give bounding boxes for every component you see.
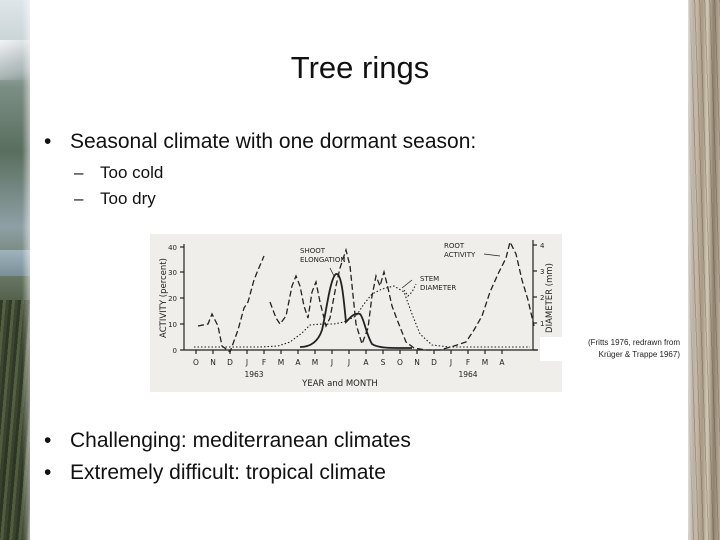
left-tick-label: 30	[168, 269, 177, 277]
sub-bullet-dash: –	[74, 189, 84, 208]
photo-fade	[22, 0, 30, 540]
slide-title: Tree rings	[290, 50, 430, 85]
shoot-annotation-line1: SHOOT	[300, 247, 326, 255]
bullet-dot: •	[44, 429, 52, 452]
stem-diameter-curve	[194, 283, 530, 348]
month-label: O	[193, 358, 199, 367]
month-label: A	[295, 358, 301, 367]
left-tick-label: 10	[168, 321, 177, 329]
bullet-item: • Seasonal climate with one dormant seaso…	[44, 130, 476, 154]
annotation-leaders	[329, 253, 501, 289]
bullet-text: Extremely difficult: tropical climate	[70, 461, 386, 484]
month-label: M	[278, 358, 284, 367]
tree-ring-activity-figure: ACTIVITY (percent) DIAMETER (mm) 40 30 2…	[150, 234, 562, 392]
figure-drawing: ACTIVITY (percent) DIAMETER (mm) 40 30 2…	[159, 240, 555, 389]
month-label: A	[499, 358, 505, 367]
bullet-text: Seasonal climate with one dormant season…	[70, 130, 477, 153]
month-label: J	[330, 358, 333, 367]
shoot-annotation-line2: ELONGATION	[300, 256, 346, 264]
month-label: N	[210, 358, 216, 367]
root-annotation-line2: ACTIVITY	[444, 251, 476, 259]
month-label: O	[397, 358, 403, 367]
bullet-dot: •	[44, 130, 52, 153]
left-tick-label: 0	[173, 347, 177, 355]
sub-bullet-item: – Too dry	[74, 189, 156, 209]
month-label: S	[381, 358, 386, 367]
left-axis-ticks	[180, 246, 184, 351]
bullet-item: • Extremely difficult: tropical climate	[44, 461, 386, 485]
x-axis-title: YEAR and MONTH	[301, 379, 378, 389]
right-axis-ticks	[533, 244, 537, 351]
month-label: J	[245, 358, 248, 367]
month-label: A	[363, 358, 369, 367]
right-wood-texture	[688, 0, 720, 540]
left-landscape-photo	[0, 0, 30, 540]
sub-bullet-dash: –	[74, 163, 84, 182]
bullet-dot: •	[44, 461, 52, 484]
month-label: D	[431, 358, 437, 367]
month-label: F	[262, 358, 266, 367]
stem-annotation-line1: STEM	[420, 275, 439, 283]
stem-annotation-line2: DIAMETER	[420, 284, 456, 292]
shoot-elongation-curve	[299, 273, 412, 349]
wood-fade	[688, 0, 694, 540]
root-annotation-line1: ROOT	[444, 242, 465, 250]
sub-bullet-text: Too dry	[100, 189, 156, 208]
month-label: M	[312, 358, 318, 367]
left-axis-label: ACTIVITY (percent)	[159, 258, 169, 338]
left-tick-label: 40	[168, 244, 177, 252]
right-tick-label: 2	[540, 294, 544, 302]
sub-bullet-text: Too cold	[100, 163, 164, 182]
root-activity-curve	[197, 240, 535, 354]
credit-line: Krüger & Trappe 1967)	[598, 350, 680, 359]
right-tick-label: 4	[540, 242, 545, 250]
month-label: J	[449, 358, 452, 367]
right-axis-label: DIAMETER (mm)	[545, 263, 555, 333]
sub-bullet-item: – Too cold	[74, 163, 163, 183]
year-label: 1964	[458, 370, 477, 379]
year-label: 1963	[244, 370, 263, 379]
figure-credit: (Fritts 1976, redrawn from Krüger & Trap…	[540, 337, 680, 361]
month-label: N	[414, 358, 420, 367]
month-label: F	[466, 358, 470, 367]
credit-line: (Fritts 1976, redrawn from	[587, 338, 680, 347]
right-tick-label: 1	[540, 320, 544, 328]
month-label: J	[347, 358, 350, 367]
bullet-item: • Challenging: mediterranean climates	[44, 429, 411, 453]
left-tick-label: 20	[168, 295, 177, 303]
right-tick-label: 3	[540, 268, 544, 276]
bullet-text: Challenging: mediterranean climates	[70, 429, 411, 452]
month-ticks	[195, 350, 503, 354]
month-label: D	[227, 358, 233, 367]
month-label: M	[482, 358, 488, 367]
